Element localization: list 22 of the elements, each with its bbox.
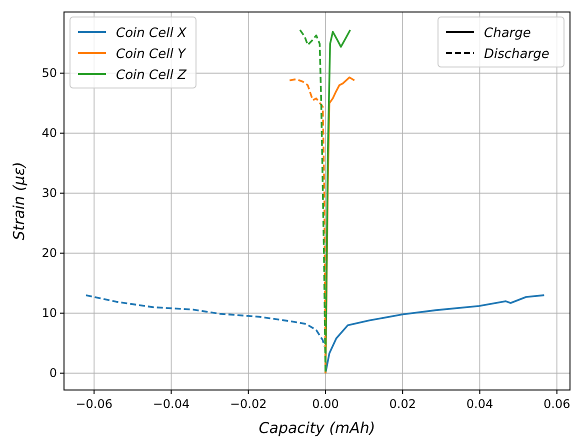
x-tick-label: −0.06 (76, 397, 112, 411)
y-tick-label: 10 (42, 306, 57, 320)
y-tick-label: 30 (42, 186, 57, 200)
x-tick-label: 0.04 (466, 397, 494, 411)
line-series (85, 294, 326, 348)
x-tick-label: −0.02 (230, 397, 267, 411)
x-tick-label: 0.02 (389, 397, 416, 411)
legend-label: Coin Cell X (116, 26, 188, 41)
y-tick-label: 20 (42, 246, 57, 260)
x-axis-title: Capacity (mAh) (258, 419, 376, 437)
legend-label: Coin Cell Z (116, 68, 188, 83)
line-series (324, 294, 546, 374)
annotation: Charge (484, 26, 531, 41)
y-tick-label: 0 (49, 366, 57, 380)
x-tick-label: 0.06 (544, 397, 570, 411)
x-tick-label: −0.04 (152, 397, 190, 411)
legend-label: Coin Cell Y (116, 47, 186, 62)
y-tick-label: 40 (42, 126, 57, 140)
annotation: Discharge (484, 47, 550, 62)
x-tick-label: 0.00 (312, 397, 339, 411)
y-tick-label: 50 (42, 66, 57, 80)
y-axis-title: Strain (με) (10, 162, 28, 240)
